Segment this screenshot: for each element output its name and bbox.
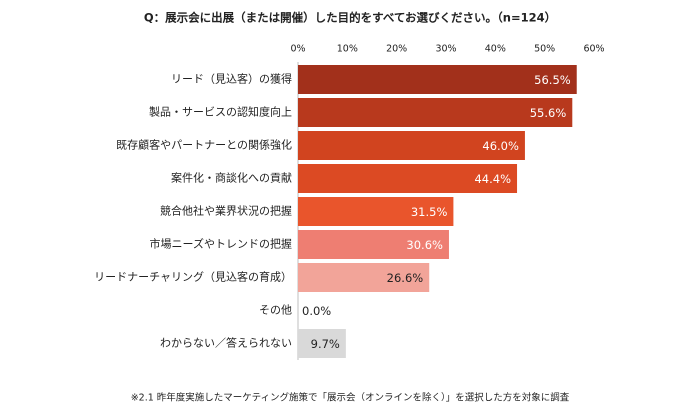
bar (298, 329, 346, 358)
value-label: 9.7% (311, 337, 340, 351)
bar (298, 98, 573, 127)
bar (298, 197, 454, 226)
value-label: 44.4% (474, 172, 511, 186)
x-tick-label: 30% (435, 44, 456, 55)
x-tick-label: 10% (337, 44, 358, 55)
x-tick-label: 50% (534, 44, 555, 55)
x-tick-label: 60% (583, 44, 604, 55)
value-label: 31.5% (411, 205, 448, 219)
x-tick-label: 20% (386, 44, 407, 55)
y-tick-label: 市場ニーズやトレンドの把握 (150, 237, 292, 251)
x-tick-label: 40% (485, 44, 506, 55)
y-tick-label: 製品・サービスの認知度向上 (149, 105, 292, 119)
y-tick-label: リード（見込客）の獲得 (171, 72, 292, 86)
value-label: 0.0% (302, 304, 331, 318)
y-tick-label: リードナーチャリング（見込客の育成） (94, 270, 292, 284)
value-label: 56.5% (534, 73, 571, 87)
y-tick-label: 競合他社や業界状況の把握 (160, 204, 292, 218)
bar (298, 164, 518, 193)
value-label: 46.0% (482, 139, 519, 153)
value-label: 26.6% (387, 271, 424, 285)
bar (298, 65, 577, 94)
y-tick-label: 既存顧客やパートナーとの関係強化 (116, 138, 292, 152)
value-label: 30.6% (406, 238, 443, 252)
y-tick-label: わからない／答えられない (160, 336, 292, 350)
y-tick-label: 案件化・商談化への貢献 (171, 171, 292, 185)
value-label: 55.6% (530, 106, 567, 120)
chart-title: Q：展示会に出展（または開催）した目的をすべてお選びください。（n=124） (144, 11, 556, 25)
x-tick-label: 0% (290, 44, 305, 55)
bar (298, 230, 449, 259)
y-tick-label: その他 (259, 304, 292, 317)
bar (298, 263, 430, 292)
footnote: ※2.1 昨年度実施したマーケティング施策で「展示会（オンラインを除く）」を選択… (131, 392, 570, 404)
bar (298, 131, 525, 160)
